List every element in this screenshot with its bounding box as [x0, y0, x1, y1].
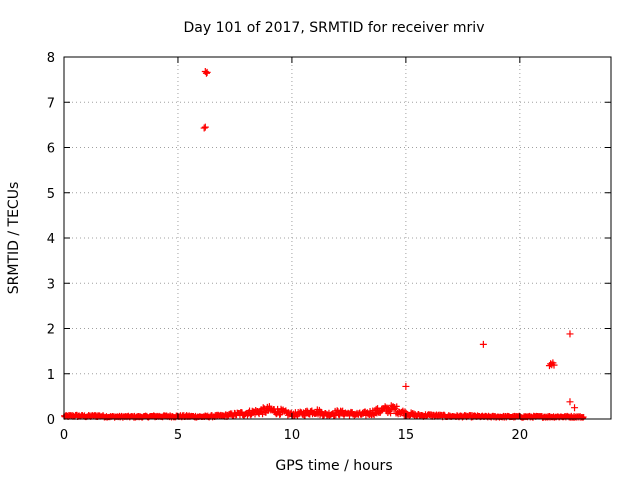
outlier-point [550, 361, 558, 369]
axis-ticks: 0 5 10 15 20 0 1 2 3 4 5 6 7 8 [47, 51, 611, 443]
data-point [373, 405, 380, 412]
data-point [367, 408, 374, 415]
y-tick-label: 8 [47, 51, 55, 66]
chart-title: Day 101 of 2017, SRMTID for receiver mri… [184, 20, 485, 36]
outlier-point [402, 382, 410, 390]
outlier-point [571, 404, 579, 412]
y-tick-label: 5 [47, 187, 55, 202]
y-tick-label: 4 [47, 232, 55, 247]
outlier-point [566, 330, 574, 338]
y-tick-label: 7 [47, 96, 55, 111]
x-tick-label: 0 [60, 428, 68, 443]
outlier-point [479, 340, 487, 348]
x-tick-label: 10 [284, 428, 301, 443]
outlier-point [201, 123, 209, 131]
x-tick-label: 5 [174, 428, 182, 443]
data-point [377, 408, 384, 415]
outlier-point [200, 124, 208, 132]
y-tick-label: 1 [47, 368, 55, 383]
y-tick-label: 3 [47, 277, 55, 292]
data-point [387, 410, 394, 417]
outlier-point [202, 69, 210, 77]
y-tick-label: 0 [47, 413, 55, 428]
x-tick-label: 15 [398, 428, 415, 443]
data-point [579, 414, 586, 421]
y-tick-label: 2 [47, 323, 55, 338]
data-point [393, 403, 400, 410]
outlier-point [566, 398, 574, 406]
x-tick-label: 20 [512, 428, 529, 443]
x-axis-label: GPS time / hours [275, 458, 392, 474]
grid-lines [64, 57, 611, 419]
data-point [400, 409, 407, 416]
y-axis-label: SRMTID / TECUs [6, 182, 22, 295]
y-tick-label: 6 [47, 142, 55, 157]
data-point [258, 408, 265, 415]
outlier-point [203, 68, 211, 76]
